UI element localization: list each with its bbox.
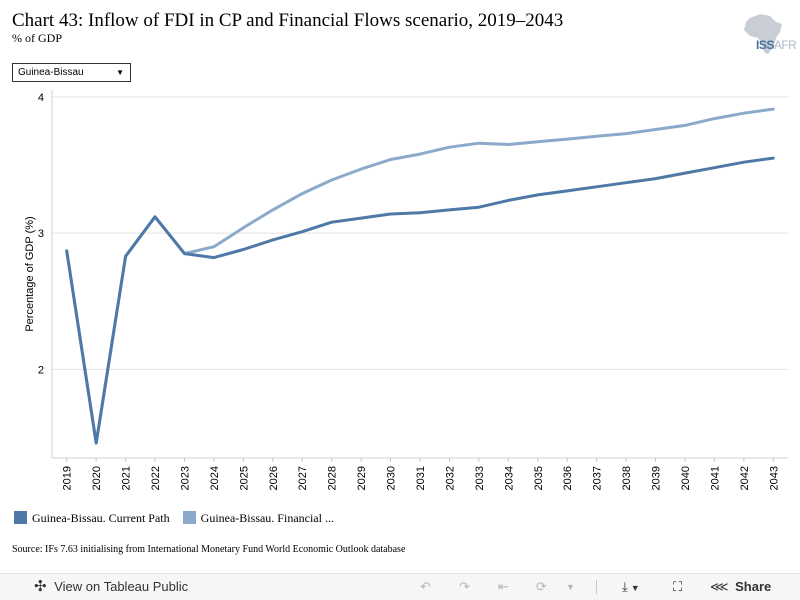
legend-label: Guinea-Bissau. Financial ... [200, 511, 334, 525]
redo-icon[interactable]: ↷ [459, 579, 470, 594]
africa-map-icon [744, 14, 782, 54]
y-tick-label: 4 [38, 92, 44, 104]
toolbar-divider [596, 580, 597, 594]
revert-icon[interactable]: ⇤ [498, 579, 509, 594]
caret-down-icon: ▼ [116, 68, 124, 77]
x-tick-label: 2020 [91, 466, 103, 490]
tableau-icon: ✣ [34, 578, 47, 595]
legend-swatch [182, 511, 196, 524]
country-select[interactable]: Guinea-Bissau ▼ [12, 63, 131, 82]
series-line-0[interactable] [65, 156, 775, 445]
x-tick-label: 2043 [768, 466, 780, 490]
refresh-icon[interactable]: ⟳ [536, 579, 547, 594]
logo-wordmark: ISSAFR [756, 38, 797, 52]
legend-item-current-path[interactable]: Guinea-Bissau. Current Path [14, 510, 170, 526]
legend: Guinea-Bissau. Current Path Guinea-Bissa… [14, 510, 344, 528]
series-lines [65, 107, 775, 445]
x-tick-label: 2025 [238, 466, 250, 490]
x-tick-label: 2023 [179, 466, 191, 490]
chevron-down-icon[interactable]: ▼ [566, 582, 575, 592]
line-chart: 2 3 4 2019 2020 2021 2022 2023 2024 2025 2026 2027… [24, 90, 788, 490]
download-icon[interactable]: ⤓ ▼ [622, 579, 640, 594]
x-tick-label: 2040 [680, 466, 692, 490]
share-button[interactable]: ⋘ Share [710, 578, 771, 596]
fullscreen-icon[interactable]: ⛶ [673, 579, 683, 594]
view-on-tableau-button[interactable]: ✣ View on Tableau Public [34, 578, 188, 596]
x-tick-label: 2024 [209, 466, 221, 490]
share-label: Share [735, 579, 772, 594]
x-tick-label: 2032 [444, 466, 456, 490]
x-tick-label: 2026 [268, 466, 280, 490]
x-tick-label: 2022 [150, 466, 162, 490]
x-tick-labels: 2019 2020 2021 2022 2023 2024 2025 2026 2027 2028… [62, 458, 780, 490]
x-tick-label: 2033 [474, 466, 486, 490]
tableau-toolbar: ✣ View on Tableau Public ↶ ↷ ⇤ ⟳ ▼ ⤓ ▼ ⛶ … [0, 573, 800, 600]
x-tick-label: 2038 [621, 466, 633, 490]
x-tick-label: 2028 [327, 466, 339, 490]
share-icon: ⋘ [710, 579, 729, 594]
y-axis-title: Percentage of GDP (%) [24, 216, 36, 331]
source-note: Source: IFs 7.63 initialising from Inter… [12, 544, 406, 555]
x-tick-label: 2036 [562, 466, 574, 490]
undo-icon[interactable]: ↶ [420, 579, 431, 594]
gridlines [52, 96, 788, 370]
x-tick-label: 2041 [709, 466, 721, 490]
x-tick-label: 2030 [386, 466, 398, 490]
x-tick-label: 2021 [121, 466, 133, 490]
chart-subtitle: % of GDP [12, 31, 62, 45]
x-tick-label: 2029 [356, 466, 368, 490]
y-tick-labels: 2 3 4 [38, 92, 44, 377]
x-tick-label: 2019 [62, 466, 74, 490]
iss-africa-logo: ISSAFR [736, 12, 797, 56]
view-on-tableau-label: View on Tableau Public [54, 579, 189, 594]
series-line-1[interactable] [65, 107, 775, 445]
x-tick-label: 2027 [297, 466, 309, 490]
country-select-value: Guinea-Bissau [18, 67, 84, 78]
x-tick-label: 2034 [503, 466, 515, 490]
x-tick-label: 2035 [533, 466, 545, 490]
legend-item-financial[interactable]: Guinea-Bissau. Financial ... [182, 510, 334, 526]
y-tick-label: 2 [38, 364, 44, 376]
legend-swatch [14, 511, 27, 524]
y-tick-label: 3 [38, 228, 44, 240]
x-tick-label: 2031 [415, 466, 427, 490]
x-tick-label: 2037 [592, 466, 604, 490]
chart-title: Chart 43: Inflow of FDI in CP and Financ… [12, 10, 564, 31]
x-tick-label: 2039 [651, 466, 663, 490]
x-tick-label: 2042 [739, 466, 751, 490]
legend-label: Guinea-Bissau. Current Path [32, 511, 170, 525]
